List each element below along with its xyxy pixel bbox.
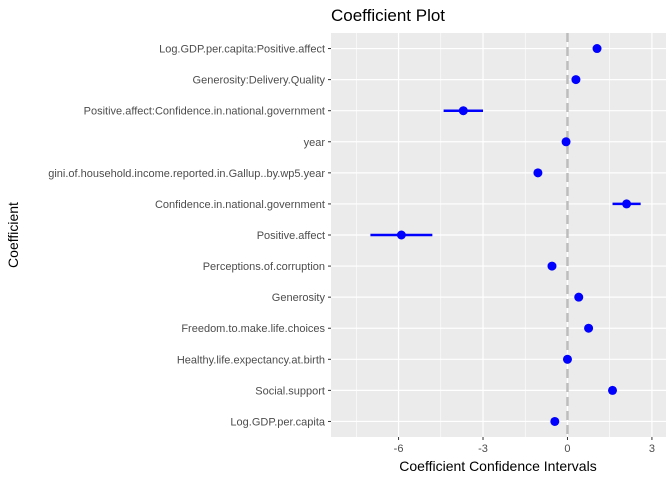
- coefficient-point: [571, 75, 581, 85]
- x-tick-label: -3: [478, 443, 488, 455]
- coefficient-point: [547, 261, 557, 271]
- x-axis-title: Coefficient Confidence Intervals: [399, 458, 596, 474]
- x-tick-label: -6: [394, 443, 404, 455]
- y-tick-label: Confidence.in.national.government: [155, 199, 325, 211]
- y-tick-label: Generosity:Delivery.Quality: [193, 75, 326, 87]
- coefficient-point: [562, 354, 572, 364]
- coefficient-point: [561, 137, 571, 147]
- y-tick-label: Social.support: [255, 385, 325, 397]
- y-tick-label: Perceptions.of.corruption: [203, 261, 325, 273]
- y-tick-label: Healthy.life.expectancy.at.birth: [177, 354, 325, 366]
- coefficient-point: [584, 323, 594, 333]
- coefficient-point: [458, 106, 468, 116]
- x-tick-label: 3: [649, 443, 655, 455]
- x-tick-labels: -6 -3 0 3: [394, 437, 655, 455]
- coefficient-point: [550, 416, 560, 426]
- coefficient-point: [622, 199, 632, 209]
- y-tick-label: Log.GDP.per.capita: [230, 416, 325, 428]
- x-tick-label: 0: [564, 443, 570, 455]
- point-layer: [396, 44, 632, 426]
- y-axis-title: Coefficient: [5, 202, 21, 268]
- coefficient-point: [592, 44, 602, 54]
- y-tick-label: Positive.affect:Confidence.in.national.g…: [84, 106, 325, 118]
- y-tick-label: gini.of.household.income.reported.in.Gal…: [48, 168, 325, 180]
- coefficient-point: [533, 168, 543, 178]
- coefficient-point: [396, 230, 406, 240]
- coefficient-point: [574, 292, 584, 302]
- y-tick-label: year: [304, 137, 326, 149]
- y-tick-label: Freedom.to.make.life.choices: [181, 323, 325, 335]
- chart-title: Coefficient Plot: [331, 6, 445, 25]
- y-tick-label: Log.GDP.per.capita:Positive.affect: [159, 44, 325, 56]
- coefficient-point: [608, 385, 618, 395]
- y-tick-label: Generosity: [272, 292, 326, 304]
- y-tick-label: Positive.affect: [257, 230, 325, 242]
- y-tick-labels: Log.GDP.per.capita:Positive.affect Genero…: [48, 44, 331, 428]
